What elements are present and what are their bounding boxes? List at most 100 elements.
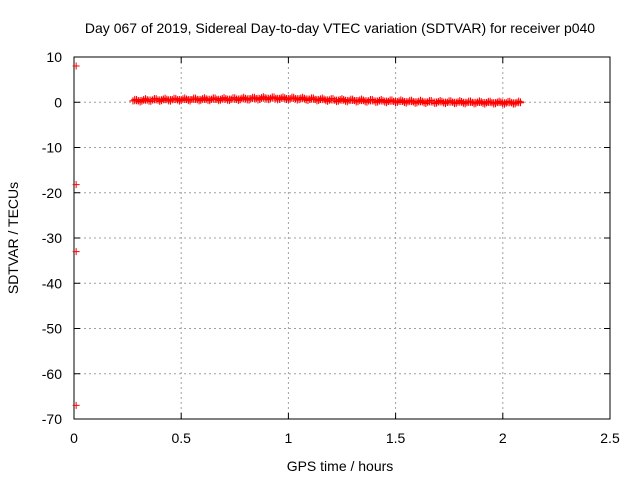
- data-point: [452, 99, 460, 107]
- data-point: [295, 96, 303, 104]
- data-point: [447, 97, 455, 105]
- data-point: [270, 93, 278, 101]
- x-tick-label: 2.5: [600, 430, 620, 446]
- data-point: [374, 98, 382, 106]
- data-point: [231, 94, 239, 102]
- data-point: [206, 97, 214, 105]
- data-point: [506, 97, 514, 105]
- data-point: [340, 96, 348, 104]
- data-point: [177, 96, 185, 104]
- data-point: [492, 100, 500, 108]
- data-point: [175, 97, 183, 105]
- data-point: [191, 94, 199, 102]
- data-point: [279, 93, 287, 101]
- data-point: [495, 97, 503, 105]
- data-point: [324, 97, 332, 105]
- data-point: [216, 96, 224, 104]
- data-point: [256, 95, 264, 103]
- data-point: [358, 95, 366, 103]
- data-point: [275, 95, 283, 103]
- data-point: [361, 98, 369, 106]
- data-point: [281, 94, 289, 102]
- data-point: [436, 96, 444, 104]
- data-point: [322, 97, 330, 105]
- data-point: [200, 94, 208, 102]
- data-point: [72, 181, 80, 189]
- data-point: [363, 98, 371, 106]
- data-point: [418, 97, 426, 105]
- data-point: [156, 97, 164, 105]
- data-point: [261, 94, 269, 102]
- data-point: [236, 96, 244, 104]
- data-point: [161, 94, 169, 102]
- data-point: [408, 96, 416, 104]
- data-point: [197, 96, 205, 104]
- data-point: [136, 98, 144, 106]
- data-point: [234, 97, 242, 105]
- data-point: [511, 100, 519, 108]
- y-tick-label: -50: [42, 321, 62, 337]
- data-point: [315, 96, 323, 104]
- data-point: [399, 97, 407, 105]
- x-tick-labels: 0 0.5 1 1.5 2 2.5: [70, 430, 620, 446]
- data-point: [290, 93, 298, 101]
- data-point: [202, 95, 210, 103]
- x-tick-label: 1.5: [386, 430, 406, 446]
- data-point: [383, 99, 391, 107]
- data-point: [481, 100, 489, 108]
- data-point: [343, 98, 351, 106]
- data-point: [379, 96, 387, 104]
- x-tick-label: 0.5: [171, 430, 191, 446]
- y-tick-label: -10: [42, 140, 62, 156]
- data-point: [427, 97, 435, 105]
- data-point: [413, 99, 421, 107]
- y-tick-label: -20: [42, 185, 62, 201]
- data-point: [472, 100, 480, 108]
- data-point: [338, 95, 346, 103]
- data-point: [72, 62, 80, 70]
- data-point: [420, 99, 428, 107]
- data-point: [438, 97, 446, 105]
- data-point: [500, 100, 508, 108]
- data-point: [133, 95, 141, 103]
- y-tick-label: -40: [42, 275, 62, 291]
- data-point: [259, 93, 267, 101]
- data-point: [329, 95, 337, 103]
- data-point: [240, 93, 248, 101]
- data-point: [138, 97, 146, 105]
- data-point: [254, 96, 262, 104]
- data-point: [299, 93, 307, 101]
- data-point: [152, 95, 160, 103]
- data-point: [304, 97, 312, 105]
- data-point: [416, 96, 424, 104]
- data-point: [467, 97, 475, 105]
- data-point: [349, 95, 357, 103]
- data-point: [300, 94, 308, 102]
- x-tick-label: 2: [499, 430, 507, 446]
- y-axis-label: SDTVAR / TECUs: [5, 182, 21, 294]
- data-point: [181, 94, 189, 102]
- data-point: [186, 97, 194, 105]
- data-point: [402, 99, 410, 107]
- data-point: [497, 98, 505, 106]
- data-point: [166, 97, 174, 105]
- data-point: [400, 98, 408, 106]
- data-point: [172, 94, 180, 102]
- data-point: [381, 98, 389, 106]
- x-tick-label: 1: [285, 430, 293, 446]
- data-point: [377, 95, 385, 103]
- data-point: [359, 96, 367, 104]
- data-point: [456, 97, 464, 105]
- data-point: [433, 99, 441, 107]
- data-point: [440, 99, 448, 107]
- data-point: [141, 95, 149, 103]
- data-point: [158, 97, 166, 105]
- axis-ticks: [73, 56, 611, 420]
- data-point: [245, 96, 253, 104]
- data-point: [302, 96, 310, 104]
- data-point: [458, 97, 466, 105]
- data-point: [309, 94, 317, 102]
- data-point: [486, 97, 494, 105]
- y-tick-label: -70: [42, 411, 62, 427]
